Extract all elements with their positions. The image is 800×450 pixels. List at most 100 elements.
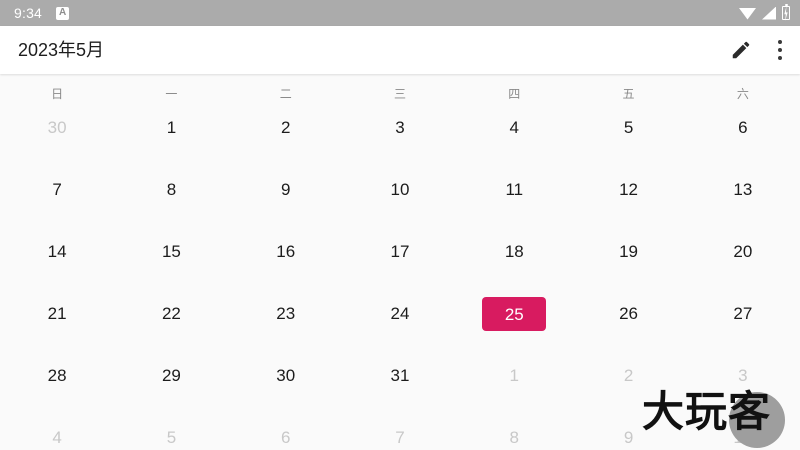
calendar-day-number: 4 [52, 427, 62, 447]
app-bar-actions [730, 39, 782, 61]
calendar-day-number: 16 [276, 241, 296, 261]
calendar-day-number: 17 [390, 241, 410, 261]
calendar-day-cell[interactable]: 30 [229, 354, 343, 416]
calendar-day-number: 14 [47, 241, 67, 261]
calendar-day-cell[interactable]: 4 [0, 416, 114, 450]
calendar-day-number: 8 [166, 179, 177, 199]
calendar-day-cell[interactable]: 1 [114, 106, 228, 168]
notification-app-icon: A [56, 6, 70, 20]
calendar-day-number: 5 [623, 117, 634, 137]
calendar-day-cell[interactable]: 30 [0, 106, 114, 168]
calendar-day-cell[interactable]: 28 [0, 354, 114, 416]
weekday-label-mon: 一 [165, 86, 178, 101]
calendar-day-cell[interactable]: 1 [457, 354, 571, 416]
calendar-day-cell[interactable]: 5 [571, 106, 685, 168]
calendar-day-cell[interactable]: 13 [686, 168, 800, 230]
calendar-day-number: 1 [166, 117, 177, 137]
calendar-day-number: 5 [166, 427, 177, 447]
calendar-day-cell[interactable]: 23 [229, 292, 343, 354]
app-bar: 2023年5月 [0, 26, 800, 74]
calendar-day-number: 2 [623, 365, 634, 385]
calendar-day-cell[interactable]: 16 [229, 230, 343, 292]
weekday-header-row: 日 一 二 三 四 五 六 [0, 80, 800, 106]
calendar-day-number: 6 [280, 427, 291, 447]
calendar-day-number: 24 [390, 303, 410, 323]
calendar-day-cell[interactable]: 6 [229, 416, 343, 450]
calendar-day-cell[interactable]: 21 [0, 292, 114, 354]
calendar-day-cell[interactable]: 8 [114, 168, 228, 230]
weekday-label-thu: 四 [508, 86, 521, 101]
calendar-day-cell[interactable]: 3 [343, 106, 457, 168]
pencil-icon[interactable] [730, 39, 752, 61]
calendar-day-number: 7 [52, 179, 62, 199]
calendar-day-cell[interactable]: 14 [0, 230, 114, 292]
calendar-day-number: 9 [623, 427, 634, 447]
calendar-day-cell[interactable]: 18 [457, 230, 571, 292]
weekday-label-fri: 五 [622, 86, 635, 101]
calendar-day-number: 2 [280, 117, 291, 137]
calendar-day-cell[interactable]: 5 [114, 416, 228, 450]
calendar-day-number: 6 [738, 117, 748, 137]
calendar-day-number: 23 [276, 303, 296, 323]
calendar-day-cell[interactable]: 9 [571, 416, 685, 450]
page-title: 2023年5月 [18, 40, 105, 60]
calendar-day-cell[interactable]: 17 [343, 230, 457, 292]
calendar-day-number: 29 [161, 365, 181, 385]
calendar-day-cell[interactable]: 29 [114, 354, 228, 416]
calendar-day-number: 30 [276, 365, 296, 385]
calendar-day-number: 22 [161, 303, 181, 323]
calendar-day-cell[interactable]: 26 [571, 292, 685, 354]
calendar-day-number: 8 [509, 427, 520, 447]
more-vertical-icon[interactable] [778, 40, 782, 60]
calendar-day-cell-selected[interactable]: 25 [457, 292, 571, 354]
calendar-day-cell[interactable]: 2 [229, 106, 343, 168]
weekday-label-sun: 日 [51, 86, 64, 101]
calendar-day-cell[interactable]: 7 [343, 416, 457, 450]
calendar-day-cell[interactable]: 9 [229, 168, 343, 230]
status-bar: 9:34 A [0, 0, 800, 26]
calendar-day-number: 27 [733, 303, 753, 323]
calendar-day-cell[interactable]: 19 [571, 230, 685, 292]
calendar-day-number: 7 [395, 427, 405, 447]
calendar-day-cell[interactable]: 8 [457, 416, 571, 450]
signal-icon [762, 6, 776, 20]
calendar-day-number: 9 [280, 179, 291, 199]
calendar-day-cell[interactable]: 7 [0, 168, 114, 230]
calendar-day-number: 30 [47, 117, 67, 137]
calendar-day-cell[interactable]: 11 [457, 168, 571, 230]
calendar-day-number: 13 [733, 179, 753, 199]
calendar-day-number: 11 [505, 179, 524, 199]
weekday-label-tue: 二 [279, 86, 292, 101]
calendar-day-cell[interactable]: 20 [686, 230, 800, 292]
calendar-day-cell[interactable]: 6 [686, 106, 800, 168]
calendar-day-number: 25 [482, 297, 547, 331]
add-event-fab[interactable] [729, 392, 785, 448]
calendar-day-cell[interactable]: 3 [686, 354, 800, 416]
calendar-day-cell[interactable]: 10 [343, 168, 457, 230]
calendar-day-cell[interactable]: 15 [114, 230, 228, 292]
battery-icon [782, 4, 790, 21]
calendar-day-cell[interactable]: 31 [343, 354, 457, 416]
weekday-label-sat: 六 [736, 86, 749, 101]
calendar-day-number: 20 [733, 241, 753, 261]
calendar-day-number: 15 [161, 241, 181, 261]
calendar-day-number: 28 [47, 365, 67, 385]
calendar-day-cell[interactable]: 12 [571, 168, 685, 230]
calendar-grid: 30 1 2 3 4 5 6 7 8 9 10 11 12 13 14 15 16 17 18 19 20 21 22 23 2… [0, 106, 800, 450]
calendar-day-cell[interactable]: 4 [457, 106, 571, 168]
calendar-day-number: 18 [504, 241, 524, 261]
calendar-day-cell[interactable]: 27 [686, 292, 800, 354]
calendar-day-number: 10 [390, 179, 410, 199]
calendar-day-cell[interactable]: 22 [114, 292, 228, 354]
calendar-day-number: 21 [47, 303, 67, 323]
calendar-day-number: 3 [395, 117, 405, 137]
wifi-icon [739, 8, 756, 20]
calendar-day-number: 26 [619, 303, 639, 323]
calendar-day-number: 31 [390, 365, 410, 385]
weekday-label-wed: 三 [393, 86, 406, 101]
calendar-day-cell[interactable]: 2 [571, 354, 685, 416]
calendar-day-cell[interactable]: 24 [343, 292, 457, 354]
status-bar-indicators [739, 4, 790, 21]
status-bar-clock: 9:34 [14, 5, 43, 21]
